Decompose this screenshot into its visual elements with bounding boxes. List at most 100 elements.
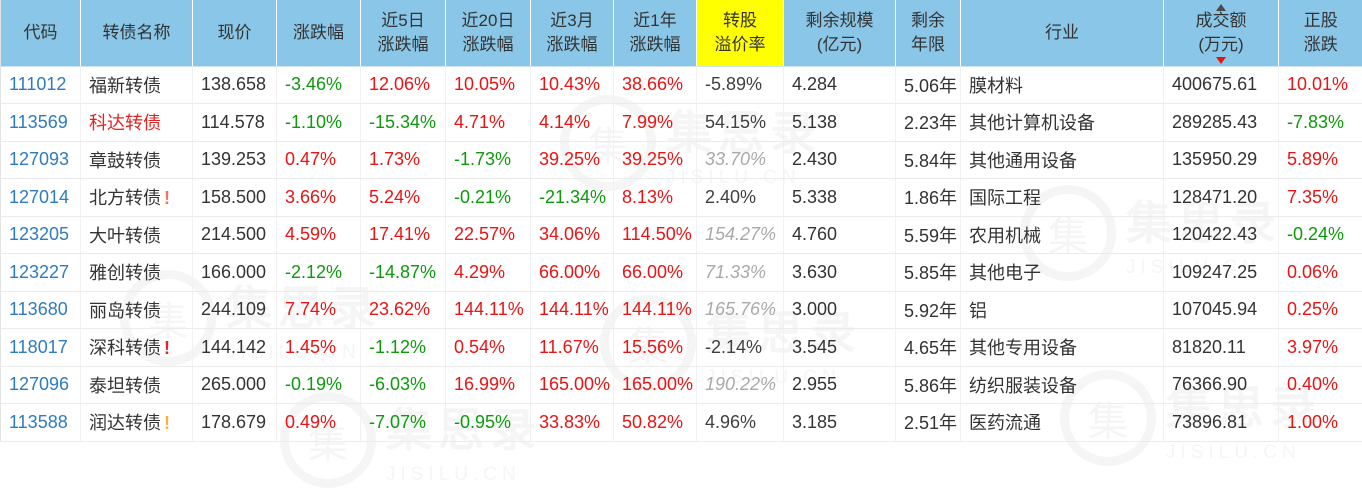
stockchg-cell: -0.24%: [1279, 216, 1362, 254]
chg1y-cell: 39.25%: [614, 141, 697, 179]
bond-name-link[interactable]: 雅创转债: [89, 263, 161, 283]
bond-name-link[interactable]: 北方转债: [89, 188, 161, 208]
industry-cell: 其他通用设备: [961, 141, 1164, 179]
bond-code-link[interactable]: 118017: [1, 329, 81, 367]
column-label: 近20日: [446, 9, 530, 33]
column-label: 涨跌: [1279, 33, 1362, 57]
alert-flag-icon[interactable]: !: [164, 338, 170, 358]
years-cell: 2.23年: [896, 104, 961, 142]
chg-cell: 4.59%: [277, 216, 361, 254]
column-header-stockchg[interactable]: 正股涨跌: [1279, 0, 1362, 66]
column-header-price[interactable]: 现价: [193, 0, 277, 66]
chg-cell: 1.45%: [277, 329, 361, 367]
chg3m-cell: 11.67%: [531, 329, 614, 367]
bond-name-link[interactable]: 泰坦转债: [89, 376, 161, 396]
bond-name-link[interactable]: 福新转债: [89, 76, 161, 96]
bond-name-cell[interactable]: 北方转债!: [81, 179, 193, 217]
bond-name-link[interactable]: 科达转债: [89, 113, 161, 133]
bond-name-cell[interactable]: 丽岛转债: [81, 291, 193, 329]
size-cell: 3.630: [784, 254, 896, 292]
column-label: 年限: [896, 33, 960, 57]
price-cell: 144.142: [193, 329, 277, 367]
column-header-code[interactable]: 代码: [1, 0, 81, 66]
chg20d-cell: 4.29%: [446, 254, 531, 292]
bond-code-link[interactable]: 127014: [1, 179, 81, 217]
bond-code-link[interactable]: 123227: [1, 254, 81, 292]
column-label: 正股: [1279, 9, 1362, 33]
years-cell: 4.65年: [896, 329, 961, 367]
turnover-cell: 73896.81: [1164, 404, 1279, 442]
bond-name-link[interactable]: 润达转债: [89, 413, 161, 433]
alert-flag-icon[interactable]: !: [164, 188, 170, 208]
column-header-premium[interactable]: 转股溢价率: [697, 0, 784, 66]
chg5d-cell: 23.62%: [361, 291, 446, 329]
column-header-name[interactable]: 转债名称: [81, 0, 193, 66]
bond-code-link[interactable]: 111012: [1, 66, 81, 104]
column-header-years[interactable]: 剩余年限: [896, 0, 961, 66]
bond-name-cell[interactable]: 大叶转债: [81, 216, 193, 254]
industry-cell: 其他专用设备: [961, 329, 1164, 367]
chg5d-cell: -15.34%: [361, 104, 446, 142]
bond-name-link[interactable]: 大叶转债: [89, 226, 161, 246]
chg1y-cell: 144.11%: [614, 291, 697, 329]
sort-asc-icon: [1216, 4, 1226, 11]
bond-name-link[interactable]: 丽岛转债: [89, 301, 161, 321]
bond-code-link[interactable]: 127093: [1, 141, 81, 179]
chg3m-cell: 4.14%: [531, 104, 614, 142]
bond-name-link[interactable]: 深科转债: [89, 338, 161, 358]
watermark-url-text: JISILU.CN: [1166, 442, 1322, 464]
bond-code-link[interactable]: 113680: [1, 291, 81, 329]
column-header-turnover[interactable]: 成交额(万元): [1164, 0, 1279, 66]
industry-cell: 农用机械: [961, 216, 1164, 254]
size-cell: 4.760: [784, 216, 896, 254]
column-header-chg3m[interactable]: 近3月涨跌幅: [531, 0, 614, 66]
chg1y-cell: 38.66%: [614, 66, 697, 104]
bond-code-link[interactable]: 113588: [1, 404, 81, 442]
chg1y-cell: 50.82%: [614, 404, 697, 442]
sort-desc-icon: [1216, 57, 1226, 64]
column-header-size[interactable]: 剩余规模(亿元): [784, 0, 896, 66]
premium-cell: -2.14%: [697, 329, 784, 367]
bond-name-cell[interactable]: 深科转债!: [81, 329, 193, 367]
bond-code-link[interactable]: 127096: [1, 366, 81, 404]
chg3m-cell: 165.00%: [531, 366, 614, 404]
price-cell: 114.578: [193, 104, 277, 142]
bond-code-link[interactable]: 113569: [1, 104, 81, 142]
stockchg-cell: -7.83%: [1279, 104, 1362, 142]
header-row: 代码转债名称现价涨跌幅近5日涨跌幅近20日涨跌幅近3月涨跌幅近1年涨跌幅转股溢价…: [1, 0, 1362, 66]
bond-name-cell[interactable]: 科达转债: [81, 104, 193, 142]
bond-code-link[interactable]: 123205: [1, 216, 81, 254]
turnover-cell: 81820.11: [1164, 329, 1279, 367]
stockchg-cell: 5.89%: [1279, 141, 1362, 179]
price-cell: 214.500: [193, 216, 277, 254]
column-header-industry[interactable]: 行业: [961, 0, 1164, 66]
bond-name-cell[interactable]: 泰坦转债: [81, 366, 193, 404]
bond-name-cell[interactable]: 润达转债!: [81, 404, 193, 442]
column-label: 转债名称: [81, 21, 192, 45]
bond-name-link[interactable]: 章鼓转债: [89, 151, 161, 171]
industry-cell: 铝: [961, 291, 1164, 329]
alert-flag-icon[interactable]: !: [164, 413, 170, 433]
bond-name-cell[interactable]: 福新转债: [81, 66, 193, 104]
industry-cell: 其他计算机设备: [961, 104, 1164, 142]
column-header-chg[interactable]: 涨跌幅: [277, 0, 361, 66]
column-label: 涨跌幅: [446, 33, 530, 57]
column-header-chg1y[interactable]: 近1年涨跌幅: [614, 0, 697, 66]
chg5d-cell: 12.06%: [361, 66, 446, 104]
size-cell: 3.000: [784, 291, 896, 329]
stockchg-cell: 3.97%: [1279, 329, 1362, 367]
convertible-bond-table: 代码转债名称现价涨跌幅近5日涨跌幅近20日涨跌幅近3月涨跌幅近1年涨跌幅转股溢价…: [0, 0, 1362, 442]
column-header-chg5d[interactable]: 近5日涨跌幅: [361, 0, 446, 66]
chg5d-cell: -7.07%: [361, 404, 446, 442]
column-header-chg20d[interactable]: 近20日涨跌幅: [446, 0, 531, 66]
premium-cell: 190.22%: [697, 366, 784, 404]
years-cell: 5.84年: [896, 141, 961, 179]
bond-name-cell[interactable]: 章鼓转债: [81, 141, 193, 179]
chg5d-cell: -1.12%: [361, 329, 446, 367]
bond-name-cell[interactable]: 雅创转债: [81, 254, 193, 292]
